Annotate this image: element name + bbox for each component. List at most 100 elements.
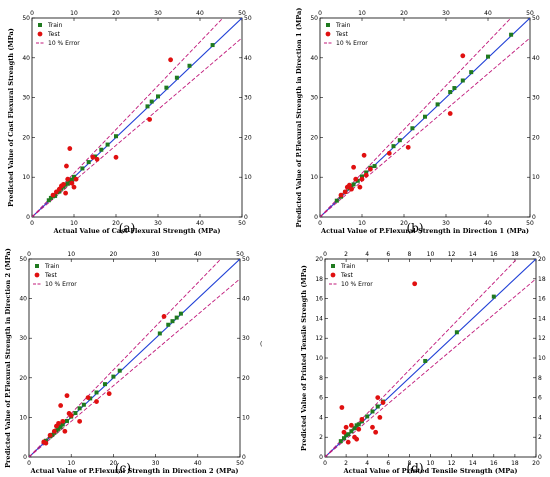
train-point	[346, 432, 351, 437]
train-point	[344, 433, 349, 438]
x-tick-label-top: 50	[238, 10, 246, 17]
test-point	[375, 395, 381, 400]
test-point	[380, 400, 386, 405]
y-tick-label-right: 50	[532, 15, 540, 22]
y-tick-label-right: 10	[538, 355, 546, 362]
y-tick-label-left: 16	[315, 296, 323, 303]
x-tick-label-top: 30	[152, 251, 160, 258]
train-point	[156, 94, 160, 99]
legend-train-marker	[38, 23, 42, 27]
plot-frame	[31, 17, 243, 218]
train-point	[338, 439, 343, 444]
y-axis-title: Predicted Value of Cast Flexural Strengt…	[7, 28, 15, 207]
train-point	[77, 406, 82, 411]
train-point	[174, 315, 179, 320]
train-point	[341, 436, 346, 441]
train-point	[397, 138, 402, 143]
y-tick-label-left: 12	[315, 335, 323, 342]
test-point	[363, 172, 369, 178]
train-point	[60, 422, 65, 427]
legend: Train Test 10 % Error	[33, 263, 77, 288]
train-point	[56, 426, 61, 431]
train-point	[351, 182, 356, 187]
train-point	[157, 331, 162, 336]
legend-test-marker	[37, 31, 43, 37]
test-point	[94, 156, 100, 162]
x-tick-label-bottom: 50	[526, 220, 534, 227]
train-point	[375, 404, 380, 409]
plot-frame	[28, 258, 241, 458]
lower-error-line	[325, 278, 536, 457]
y-tick-label-left: 20	[310, 134, 318, 141]
x-tick-label-top: 20	[112, 10, 120, 17]
train-point	[178, 311, 183, 316]
lower-error-line	[29, 278, 240, 457]
train-point	[105, 142, 110, 147]
train-point	[410, 126, 415, 131]
y-tick-label-right: 0	[532, 214, 536, 221]
test-point	[58, 403, 64, 408]
test-point	[64, 393, 70, 399]
legend: Train Test 10 % Error	[329, 263, 373, 288]
y-tick-label-right: 40	[532, 55, 540, 62]
train-point	[354, 423, 359, 428]
legend-test-label: Test	[340, 272, 353, 279]
x-tick-label-top: 4	[365, 251, 369, 258]
x-tick-label-bottom: 20	[112, 220, 120, 227]
x-tick-label-bottom: 30	[442, 220, 450, 227]
y-tick-label-right: 12	[538, 335, 546, 342]
x-tick-label-bottom: 30	[152, 460, 160, 467]
x-tick-label-top: 50	[236, 251, 244, 258]
test-point	[405, 144, 411, 150]
y-tick-label-right: 0	[244, 214, 248, 221]
x-tick-label-bottom: 4	[365, 460, 369, 467]
y-axis-title: Predicted Value of P.Flexural Strength i…	[295, 8, 303, 228]
x-tick-label-bottom: 10	[427, 460, 435, 467]
x-axis-title: Actual Value of Cast Flexural Strength (…	[53, 227, 221, 235]
x-tick-label-bottom: 20	[532, 460, 540, 467]
x-tick-label-top: 10	[427, 251, 435, 258]
y-tick-label-left: 6	[319, 395, 323, 402]
train-point	[73, 411, 78, 416]
train-point	[454, 330, 459, 335]
train-point	[80, 166, 85, 171]
x-tick-label-top: 40	[196, 10, 204, 17]
train-point	[117, 368, 122, 373]
test-point	[113, 154, 119, 160]
x-tick-label-top: 10	[67, 251, 75, 258]
y-tick-label-right: 10	[244, 174, 252, 181]
x-tick-label-bottom: 40	[196, 220, 204, 227]
test-point	[56, 420, 61, 426]
x-tick-label-top: 20	[532, 251, 540, 258]
panel-caption: (c)	[115, 461, 131, 475]
test-point	[359, 176, 365, 182]
x-tick-label-bottom: 18	[511, 460, 519, 467]
x-tick-label-bottom: 6	[386, 460, 390, 467]
legend: Train Test 10 % Error	[36, 22, 80, 47]
train-point	[69, 177, 74, 182]
y-tick-label-left: 20	[315, 256, 323, 263]
legend-train-marker	[326, 23, 330, 27]
x-tick-label-bottom: 20	[400, 220, 408, 227]
train-point	[360, 174, 364, 179]
train-point	[452, 86, 457, 91]
x-tick-label-top: 16	[490, 251, 498, 258]
train-point	[99, 147, 104, 152]
test-point	[412, 281, 418, 287]
x-tick-label-top: 40	[484, 10, 492, 17]
test-point	[50, 192, 56, 198]
test-point	[349, 186, 354, 192]
x-tick-label-bottom: 40	[194, 460, 202, 467]
test-point	[356, 426, 362, 432]
test-point	[64, 163, 69, 169]
x-tick-label-top: 6	[386, 251, 390, 258]
test-point	[161, 314, 167, 319]
train-point	[65, 181, 70, 186]
y-tick-label-right: 10	[532, 174, 540, 181]
y-tick-label-right: 0	[538, 454, 542, 461]
y-tick-label-right: 0	[242, 454, 246, 461]
